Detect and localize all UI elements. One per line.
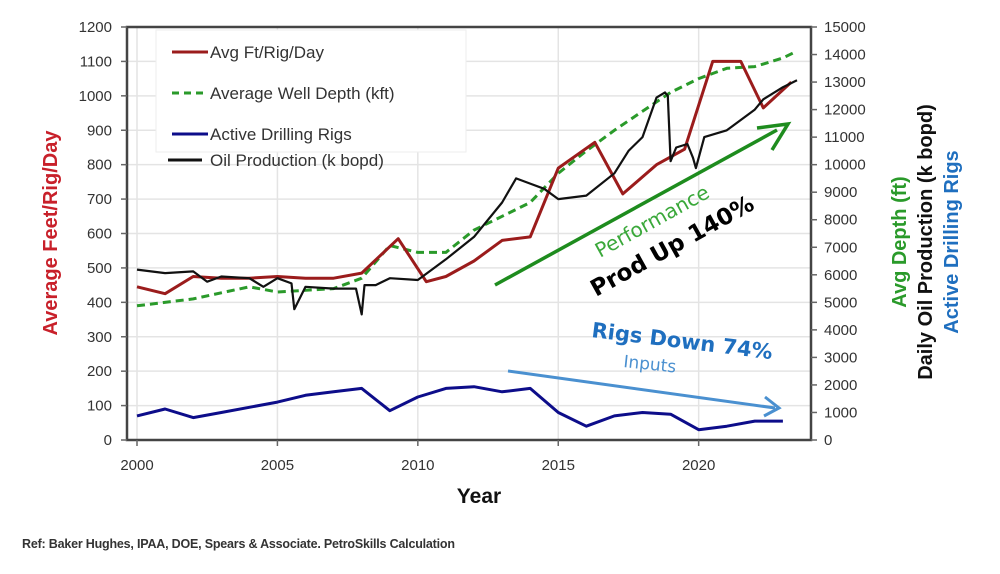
right-y-tick-label: 7000 xyxy=(824,239,857,256)
left-y-tick-label: 1100 xyxy=(80,53,112,70)
right-y-tick-label: 2000 xyxy=(824,377,857,394)
right-y-tick-label: 4000 xyxy=(824,322,857,339)
annotation-inputs: Inputs xyxy=(622,352,677,377)
right-y-tick-label: 0 xyxy=(824,432,832,449)
right-y-tick-label: 10000 xyxy=(824,157,866,174)
right-y-tick-label: 6000 xyxy=(824,267,857,284)
left-y-tick-label: 600 xyxy=(87,226,112,243)
annotation-rigs-down: Rigs Down 74% xyxy=(590,318,774,364)
left-y-tick-label: 400 xyxy=(87,294,112,311)
left-y-tick-label: 1000 xyxy=(79,88,112,105)
x-ticks: 2000 2005 2010 2015 2020 xyxy=(120,440,715,474)
x-tick-label: 2015 xyxy=(542,457,575,474)
y-axis-left-title: Average Feet/Rig/Day xyxy=(40,130,62,336)
legend-box xyxy=(155,29,467,153)
left-y-tick-label: 0 xyxy=(104,432,112,449)
left-y-tick-label: 100 xyxy=(87,398,112,415)
performance-arrow xyxy=(494,121,792,287)
left-y-tick-label: 900 xyxy=(87,122,112,139)
x-tick-label: 2000 xyxy=(120,457,153,474)
right-y-tick-label: 9000 xyxy=(824,184,857,201)
series-oil-production-line xyxy=(136,79,798,316)
right-y-tick-label: 13000 xyxy=(824,74,866,91)
right-y-tick-label: 12000 xyxy=(824,102,866,119)
y-axis-right-title-oil: Daily Oil Production (k bopd) xyxy=(915,104,937,380)
left-y-ticks: 0 100 200 300 400 500 600 700 800 900 1000 1100 1200 xyxy=(79,19,127,449)
legend-label-rigs: Active Drilling Rigs xyxy=(210,125,352,144)
x-tick-label: 2005 xyxy=(261,457,294,474)
right-y-tick-label: 5000 xyxy=(824,294,857,311)
series-well-depth-line xyxy=(136,49,798,308)
left-y-tick-label: 500 xyxy=(87,260,112,277)
right-y-tick-label: 15000 xyxy=(824,19,866,36)
legend-label-ft-rig-day: Avg Ft/Rig/Day xyxy=(210,43,325,62)
y-axis-right-title-rigs: Active Drilling Rigs xyxy=(941,150,963,333)
legend-label-oil: Oil Production (k bopd) xyxy=(210,151,384,170)
reference-note: Ref: Baker Hughes, IPAA, DOE, Spears & A… xyxy=(22,537,455,551)
right-y-tick-label: 11000 xyxy=(824,129,865,146)
right-y-tick-label: 1000 xyxy=(824,404,857,421)
inputs-arrow xyxy=(507,369,782,418)
series-group xyxy=(136,49,798,432)
legend-label-well-depth: Average Well Depth (kft) xyxy=(210,84,395,103)
x-tick-label: 2020 xyxy=(682,457,715,474)
series-active-rigs-line xyxy=(136,385,783,432)
left-y-tick-label: 700 xyxy=(87,191,112,208)
left-y-tick-label: 300 xyxy=(87,329,112,346)
left-y-tick-label: 800 xyxy=(87,157,112,174)
x-tick-label: 2010 xyxy=(401,457,434,474)
left-y-tick-label: 1200 xyxy=(79,19,112,36)
right-y-tick-label: 8000 xyxy=(824,212,857,229)
right-y-tick-label: 14000 xyxy=(824,47,866,64)
right-y-tick-label: 3000 xyxy=(824,349,857,366)
legend: Avg Ft/Rig/Day Average Well Depth (kft) … xyxy=(155,29,467,170)
left-y-tick-label: 200 xyxy=(87,363,112,380)
right-y-ticks: 0 1000 2000 3000 4000 5000 6000 7000 8000 9000 100… xyxy=(811,19,866,449)
y-axis-right-title-depth: Avg Depth (ft) xyxy=(889,176,911,307)
x-axis-title: Year xyxy=(457,485,501,508)
